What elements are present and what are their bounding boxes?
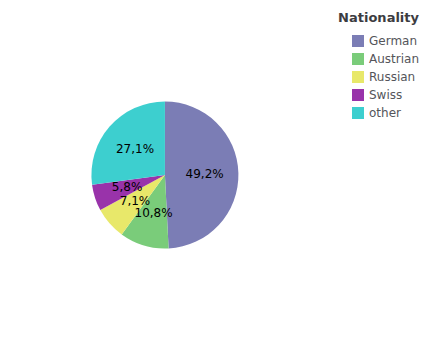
svg-text:Austrian: Austrian bbox=[369, 52, 419, 66]
svg-text:Swiss: Swiss bbox=[369, 88, 402, 102]
svg-text:Russian: Russian bbox=[369, 70, 415, 84]
svg-text:7,1%: 7,1% bbox=[120, 194, 151, 208]
svg-text:49,2%: 49,2% bbox=[186, 167, 224, 181]
svg-text:German: German bbox=[369, 34, 417, 48]
svg-text:Nationality: Nationality bbox=[338, 10, 419, 25]
svg-text:5,8%: 5,8% bbox=[112, 180, 143, 194]
svg-text:other: other bbox=[369, 106, 401, 120]
svg-text:27,1%: 27,1% bbox=[116, 142, 154, 156]
svg-text:10,8%: 10,8% bbox=[135, 206, 173, 220]
